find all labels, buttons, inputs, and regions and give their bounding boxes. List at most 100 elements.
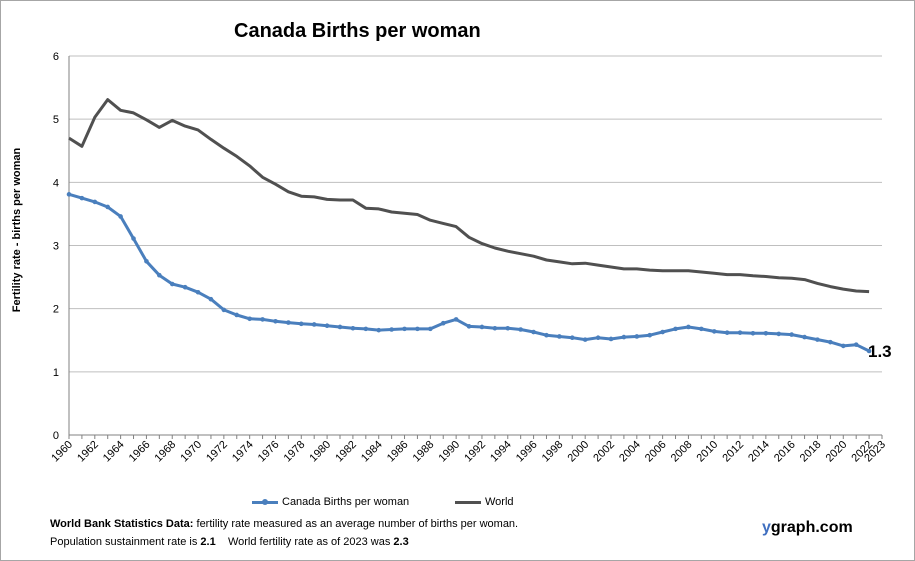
data-point-canada xyxy=(724,330,730,335)
data-point-canada xyxy=(582,337,588,342)
chart-title: Canada Births per woman xyxy=(234,20,481,42)
brand-logo[interactable]: ygraph.com xyxy=(762,519,853,537)
x-tick-label: 1990 xyxy=(436,439,462,465)
data-point-canada xyxy=(221,307,227,313)
data-point-canada xyxy=(337,324,343,330)
data-point-canada xyxy=(505,325,511,331)
data-point-canada xyxy=(144,258,149,264)
source-note-text: fertility rate measured as an average nu… xyxy=(193,518,519,530)
data-point-canada xyxy=(66,192,72,197)
x-tick-label: 1976 xyxy=(256,439,282,465)
data-point-canada xyxy=(608,336,614,342)
x-tick-label: 2012 xyxy=(720,439,746,465)
data-point-canada xyxy=(569,335,575,341)
data-point-canada xyxy=(273,319,278,324)
data-point-canada xyxy=(105,204,111,210)
data-point-canada xyxy=(595,335,601,341)
data-point-canada xyxy=(79,195,85,201)
data-point-canada xyxy=(557,334,562,339)
y-axis-label: Fertility rate - births per woman xyxy=(11,147,23,313)
data-point-canada xyxy=(853,342,859,347)
data-point-canada xyxy=(660,329,665,335)
x-tick-label: 1982 xyxy=(333,439,359,465)
data-point-canada xyxy=(350,325,356,331)
x-tick-label: 2004 xyxy=(617,439,643,465)
x-tick-label: 1998 xyxy=(540,439,566,465)
data-point-canada xyxy=(673,326,678,332)
data-point-canada xyxy=(789,332,794,337)
data-point-canada xyxy=(428,326,433,332)
x-tick-label: 1970 xyxy=(178,439,204,465)
y-tick-label: 4 xyxy=(53,177,59,189)
x-tick-label: 2010 xyxy=(695,439,721,465)
data-point-canada xyxy=(389,327,394,332)
data-point-canada xyxy=(182,284,188,290)
x-tick-label: 1960 xyxy=(49,439,75,465)
data-point-canada xyxy=(828,339,833,345)
y-tick-label: 1 xyxy=(53,367,59,379)
data-point-canada xyxy=(518,327,523,332)
data-point-canada xyxy=(286,320,291,325)
brand-y: y xyxy=(762,519,771,536)
data-point-canada xyxy=(621,334,627,340)
x-tick-label: 1986 xyxy=(385,439,411,465)
x-tick-label: 1994 xyxy=(488,439,514,465)
data-point-canada xyxy=(531,329,536,335)
x-tick-label: 1972 xyxy=(204,439,230,465)
source-note: World Bank Statistics Data: fertility ra… xyxy=(50,518,518,530)
data-point-canada xyxy=(711,329,717,334)
data-point-canada xyxy=(737,330,743,335)
data-point-canada xyxy=(634,334,640,339)
data-point-canada xyxy=(234,312,240,318)
x-tick-label: 1996 xyxy=(514,439,540,465)
x-tick-label: 1978 xyxy=(282,439,308,465)
y-tick-label: 0 xyxy=(53,430,59,442)
data-point-canada xyxy=(699,326,704,332)
x-tick-label: 1980 xyxy=(307,439,333,465)
x-tick-label: 2006 xyxy=(643,439,669,465)
sustain-text: Population sustainment rate is xyxy=(50,536,201,548)
sustain-value: 2.1 xyxy=(200,536,216,548)
data-point-canada xyxy=(324,323,330,329)
data-point-canada xyxy=(311,322,317,327)
legend-item-canada: Canada Births per woman xyxy=(252,496,409,508)
data-point-canada xyxy=(492,325,498,331)
legend-label-canada: Canada Births per woman xyxy=(282,496,410,508)
data-point-canada xyxy=(866,348,872,354)
legend-swatch-canada xyxy=(252,498,278,505)
x-tick-label: 1988 xyxy=(411,439,437,465)
data-point-canada xyxy=(118,214,123,219)
y-tick-label: 6 xyxy=(53,51,59,63)
data-point-canada xyxy=(479,324,485,330)
data-point-canada xyxy=(298,321,304,327)
y-tick-label: 5 xyxy=(53,114,59,126)
data-point-canada xyxy=(686,324,691,330)
x-tick-label: 1962 xyxy=(75,439,101,465)
source-note-bold: World Bank Statistics Data: xyxy=(50,518,194,530)
x-tick-label: 1992 xyxy=(462,439,488,465)
x-tick-label: 2002 xyxy=(591,439,617,465)
legend-item-world: World xyxy=(455,496,514,508)
legend-label-world: World xyxy=(485,496,514,508)
data-point-canada xyxy=(402,326,407,332)
data-point-canada xyxy=(92,199,98,205)
x-tick-label: 1974 xyxy=(230,439,256,465)
x-tick-label: 1966 xyxy=(127,439,153,465)
x-tick-label: 2018 xyxy=(798,439,824,465)
data-point-canada xyxy=(247,316,252,322)
data-point-canada xyxy=(453,317,459,322)
data-point-canada xyxy=(169,281,175,287)
y-tick-label: 2 xyxy=(53,304,59,316)
x-tick-label: 1964 xyxy=(101,439,127,465)
data-point-canada xyxy=(260,317,265,322)
x-tick-label: 2016 xyxy=(772,439,798,465)
rate-note: Population sustainment rate is 2.1 World… xyxy=(50,536,409,548)
data-point-canada xyxy=(195,289,201,295)
data-point-canada xyxy=(750,331,756,336)
data-point-canada xyxy=(466,324,472,329)
data-point-canada xyxy=(131,236,136,241)
data-point-canada xyxy=(776,331,782,337)
x-tick-label: 1984 xyxy=(359,439,385,465)
x-tick-label: 2000 xyxy=(566,439,592,465)
